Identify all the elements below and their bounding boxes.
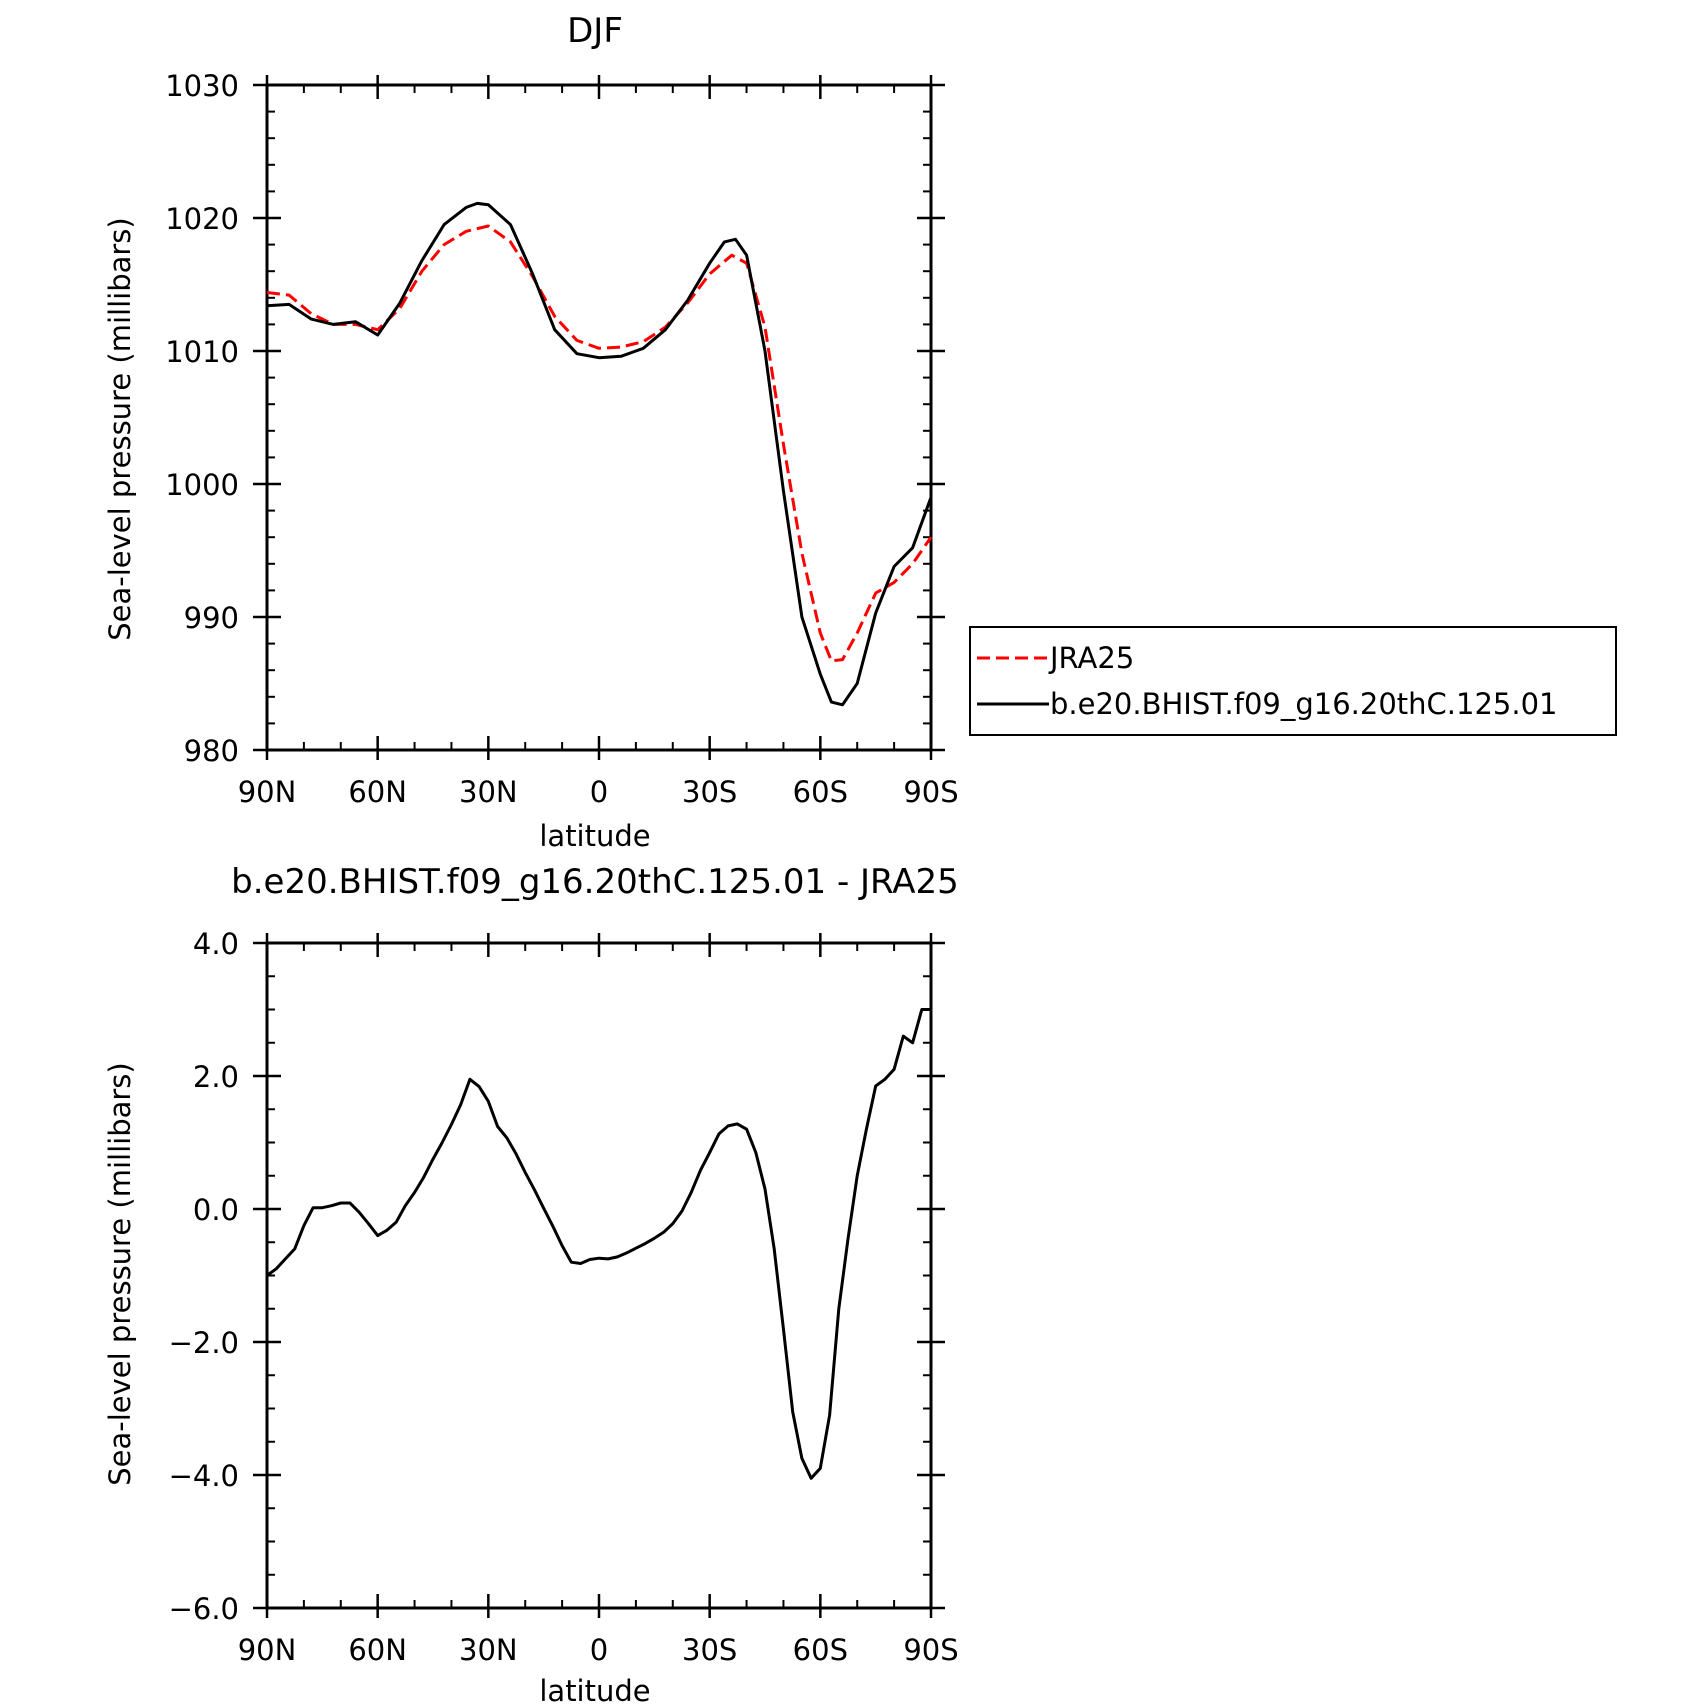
bottom-y-tick-label: −2.0 — [169, 1326, 239, 1360]
top-x-axis-label: latitude — [539, 819, 650, 853]
top-x-tick-label: 30N — [459, 775, 518, 809]
bottom-chart-title: b.e20.BHIST.f09_g16.20thC.125.01 - JRA25 — [231, 862, 959, 902]
bottom-x-axis-label: latitude — [539, 1674, 650, 1708]
top-y-tick-label: 1030 — [165, 69, 239, 103]
top-panel: DJF 90N 60N 30N 0 30S 60S 90S 980 990 1000 1010 102… — [103, 11, 959, 853]
bottom-y-tick-label: −4.0 — [169, 1459, 239, 1493]
bottom-x-tick-label: 60N — [348, 1633, 407, 1667]
bottom-y-tick-label: 4.0 — [193, 927, 239, 961]
bottom-y-tick-label: 2.0 — [193, 1060, 239, 1094]
bottom-panel: b.e20.BHIST.f09_g16.20thC.125.01 - JRA25… — [103, 862, 959, 1708]
top-axes: 90N 60N 30N 0 30S 60S 90S 980 990 1000 1010 1020 103… — [165, 69, 958, 809]
bottom-series — [266, 1008, 931, 1480]
top-series — [266, 201, 933, 707]
bottom-x-tick-label: 60S — [793, 1633, 848, 1667]
bottom-x-tick-label: 30N — [459, 1633, 518, 1667]
top-plot-frame — [265, 83, 933, 752]
bottom-axes: 90N 60N 30N 0 30S 60S 90S −6.0 −4.0 −2.0 0.0 2.0 4.0 — [169, 927, 959, 1667]
top-y-tick-label: 1000 — [165, 468, 239, 502]
top-x-tick-label: 90N — [238, 775, 297, 809]
top-y-axis-label: Sea-level pressure (millibars) — [103, 217, 137, 640]
bottom-y-tick-label: −6.0 — [169, 1592, 239, 1626]
bottom-x-tick-label: 90S — [903, 1633, 958, 1667]
top-x-tick-label: 30S — [682, 775, 737, 809]
top-chart-title: DJF — [567, 11, 623, 51]
bottom-series-line-0 — [266, 1008, 931, 1480]
top-y-tick-label: 990 — [184, 601, 239, 635]
bottom-x-tick-label: 0 — [590, 1633, 608, 1667]
top-x-tick-label: 0 — [590, 775, 608, 809]
top-series-line-1 — [266, 201, 933, 707]
top-y-tick-label: 1020 — [165, 202, 239, 236]
top-x-tick-label: 60N — [348, 775, 407, 809]
legend-jra25-label: JRA25 — [1048, 641, 1134, 675]
top-x-tick-label: 90S — [903, 775, 958, 809]
bottom-y-tick-label: 0.0 — [193, 1193, 239, 1227]
legend-model-label: b.e20.BHIST.f09_g16.20thC.125.01 — [1050, 687, 1557, 721]
top-series-line-0 — [266, 224, 933, 663]
bottom-x-tick-label: 30S — [682, 1633, 737, 1667]
bottom-plot-frame — [265, 941, 933, 1610]
legend: JRA25 b.e20.BHIST.f09_g16.20thC.125.01 — [969, 626, 1617, 736]
bottom-y-axis-label: Sea-level pressure (millibars) — [103, 1062, 137, 1485]
bottom-x-tick-label: 90N — [238, 1633, 297, 1667]
top-y-tick-label: 1010 — [165, 335, 239, 369]
top-y-tick-label: 980 — [184, 734, 239, 768]
top-x-tick-label: 60S — [793, 775, 848, 809]
legend-box — [969, 626, 1617, 736]
